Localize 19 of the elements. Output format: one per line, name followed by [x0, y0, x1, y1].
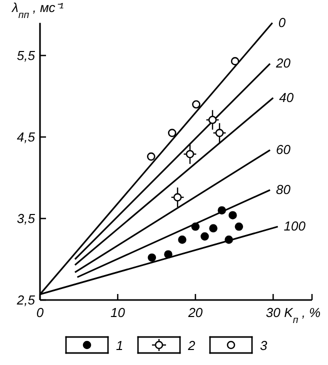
series-label: 40	[279, 90, 294, 105]
legend-label: 2	[187, 338, 196, 353]
series-label: 80	[276, 182, 292, 197]
x-tick-label: 20	[187, 305, 204, 320]
series-label: 20	[275, 56, 292, 71]
y-tick-label: 3,5	[16, 211, 36, 226]
series-label: 0	[278, 14, 286, 30]
y-tick-label: 2,5	[16, 292, 36, 308]
series-label: 60	[276, 142, 292, 158]
legend-label: 3	[260, 338, 268, 353]
x-tick-label: 0	[36, 305, 44, 320]
x-tick-label: 30	[266, 305, 282, 320]
x-tick-label: 10	[110, 305, 126, 320]
y-tick-label: 4,5	[16, 130, 36, 144]
series-label: 100	[284, 218, 306, 234]
x-axis-title: K$_{п}$, %	[284, 305, 321, 326]
legend-label: 1	[116, 338, 124, 353]
y-axis-title: λ$_{пп}$, мс⁻¹	[11, 0, 64, 20]
y-tick-label: 5,5	[16, 48, 36, 63]
